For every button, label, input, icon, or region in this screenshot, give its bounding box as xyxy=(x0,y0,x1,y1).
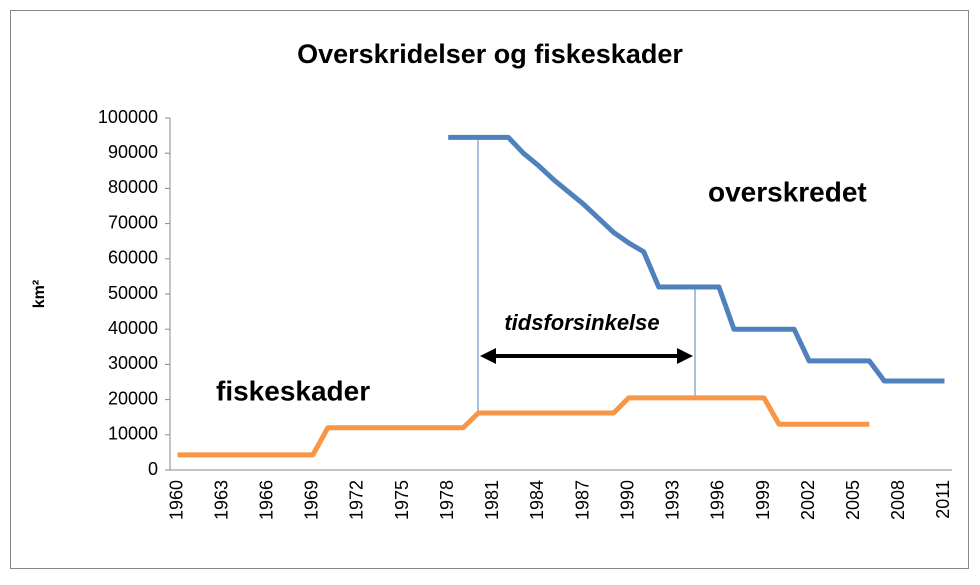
y-tick-label: 60000 xyxy=(108,248,158,268)
x-tick-label: 1987 xyxy=(572,480,592,520)
x-tick-label: 1999 xyxy=(753,480,773,520)
x-tick-label: 2008 xyxy=(888,480,908,520)
x-tick-label: 1972 xyxy=(347,480,367,520)
x-tick-label: 1966 xyxy=(257,480,277,520)
y-tick-label: 30000 xyxy=(108,353,158,373)
y-axis-label: km² xyxy=(31,280,48,308)
y-tick-label: 20000 xyxy=(108,388,158,408)
x-tick-label: 1984 xyxy=(527,480,547,520)
line-series xyxy=(448,134,945,384)
x-tick-label: 2005 xyxy=(843,480,863,520)
x-tick-label: 1978 xyxy=(437,480,457,520)
x-tick-label: 1963 xyxy=(211,480,231,520)
line-series xyxy=(177,395,870,458)
y-tick-label: 40000 xyxy=(108,318,158,338)
annotation: overskredet xyxy=(708,176,867,207)
y-tick-label: 50000 xyxy=(108,283,158,303)
arrow-head xyxy=(480,348,496,364)
x-tick-label: 1975 xyxy=(392,480,412,520)
annotation: fiskeskader xyxy=(216,375,370,406)
chart-title: Overskridelser og fiskeskader xyxy=(297,39,683,69)
y-tick-label: 100000 xyxy=(98,107,158,127)
arrow-head xyxy=(677,348,693,364)
y-tick-label: 10000 xyxy=(108,424,158,444)
x-tick-label: 1990 xyxy=(617,480,637,520)
y-tick-label: 90000 xyxy=(108,142,158,162)
x-tick-label: 2011 xyxy=(933,480,953,519)
x-tick-label: 2002 xyxy=(798,480,818,520)
y-tick-label: 80000 xyxy=(108,177,158,197)
x-tick-label: 1969 xyxy=(302,480,322,520)
x-tick-label: 1993 xyxy=(663,480,683,520)
y-tick-label: 70000 xyxy=(108,212,158,232)
x-tick-label: 1981 xyxy=(482,480,502,520)
x-tick-label: 1996 xyxy=(708,480,728,520)
x-tick-label: 1960 xyxy=(166,480,186,520)
y-tick-label: 0 xyxy=(148,459,158,479)
annotation: tidsforsinkelse xyxy=(504,310,659,335)
